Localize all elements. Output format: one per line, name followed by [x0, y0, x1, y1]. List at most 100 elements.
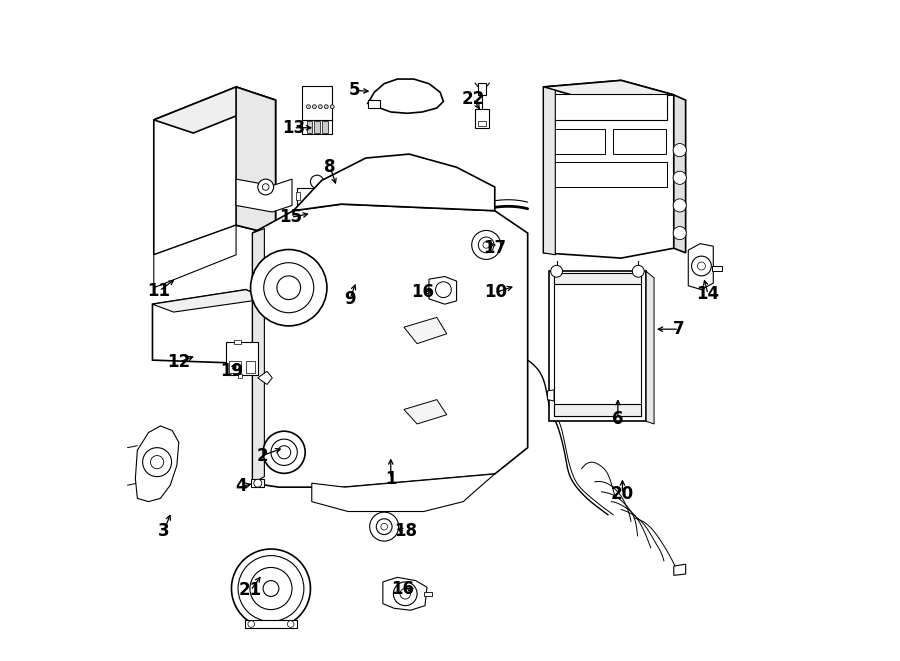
Circle shape: [142, 447, 172, 477]
Circle shape: [307, 104, 310, 108]
Circle shape: [691, 256, 711, 276]
Bar: [302, 86, 331, 120]
Polygon shape: [429, 276, 456, 304]
Circle shape: [376, 519, 392, 535]
Text: 15: 15: [279, 208, 302, 226]
Bar: [549, 271, 646, 421]
Circle shape: [287, 621, 294, 627]
Circle shape: [400, 588, 410, 599]
Polygon shape: [293, 154, 495, 211]
Circle shape: [277, 276, 301, 299]
Bar: [613, 129, 666, 154]
Circle shape: [248, 621, 255, 627]
Polygon shape: [154, 87, 275, 254]
Polygon shape: [674, 564, 686, 575]
Circle shape: [551, 265, 562, 277]
Text: 1: 1: [385, 469, 397, 488]
Circle shape: [633, 265, 644, 277]
Bar: [552, 129, 605, 154]
Text: 8: 8: [325, 158, 336, 176]
Circle shape: [673, 143, 687, 157]
Text: 9: 9: [344, 290, 356, 308]
Bar: [226, 342, 257, 375]
Bar: [554, 405, 641, 416]
Polygon shape: [544, 81, 674, 101]
Bar: [552, 94, 667, 120]
Polygon shape: [253, 204, 527, 487]
Text: 6: 6: [612, 410, 624, 428]
Text: 4: 4: [236, 477, 248, 496]
Polygon shape: [544, 87, 555, 254]
Polygon shape: [257, 371, 273, 385]
Bar: [245, 620, 297, 628]
Polygon shape: [547, 390, 554, 401]
Circle shape: [673, 199, 687, 212]
Bar: [424, 592, 432, 596]
Polygon shape: [236, 179, 292, 212]
Circle shape: [263, 580, 279, 596]
Text: 5: 5: [349, 81, 360, 99]
Circle shape: [263, 431, 305, 473]
Text: 16: 16: [411, 284, 434, 301]
Bar: [368, 100, 380, 108]
Bar: [478, 121, 486, 126]
Text: 14: 14: [697, 286, 720, 303]
Polygon shape: [544, 81, 674, 258]
Text: 7: 7: [673, 320, 685, 338]
Circle shape: [310, 175, 324, 188]
Polygon shape: [236, 87, 275, 235]
Circle shape: [238, 556, 304, 621]
Circle shape: [370, 512, 399, 541]
Circle shape: [254, 479, 262, 487]
Bar: [251, 479, 265, 487]
Bar: [322, 121, 328, 133]
Bar: [238, 374, 242, 378]
Bar: [307, 121, 311, 133]
Polygon shape: [404, 400, 446, 424]
Bar: [478, 83, 486, 95]
Polygon shape: [154, 87, 275, 133]
Polygon shape: [674, 95, 686, 253]
Bar: [234, 340, 240, 344]
Circle shape: [257, 179, 274, 195]
Polygon shape: [152, 290, 266, 312]
Circle shape: [264, 262, 314, 313]
Text: 17: 17: [483, 239, 507, 257]
Circle shape: [436, 282, 451, 297]
Bar: [712, 266, 722, 271]
Bar: [246, 361, 256, 373]
Bar: [554, 272, 641, 284]
Polygon shape: [504, 276, 522, 294]
Polygon shape: [152, 290, 266, 364]
Circle shape: [263, 184, 269, 190]
Text: 11: 11: [148, 282, 171, 300]
Polygon shape: [382, 577, 427, 610]
Bar: [554, 276, 641, 416]
Text: 16: 16: [392, 580, 414, 598]
Circle shape: [393, 582, 417, 605]
Circle shape: [673, 227, 687, 240]
Circle shape: [673, 171, 687, 184]
Bar: [552, 162, 667, 187]
Circle shape: [312, 104, 317, 108]
Bar: [300, 210, 327, 224]
Circle shape: [311, 219, 323, 231]
Text: 22: 22: [462, 90, 485, 108]
Polygon shape: [154, 225, 236, 288]
Text: 18: 18: [393, 522, 417, 540]
Bar: [327, 192, 330, 200]
Text: 3: 3: [158, 522, 169, 540]
Circle shape: [698, 262, 706, 270]
Circle shape: [472, 231, 500, 259]
Polygon shape: [253, 229, 265, 483]
Bar: [302, 120, 331, 134]
Circle shape: [250, 250, 327, 326]
Circle shape: [381, 524, 388, 530]
Circle shape: [478, 237, 494, 253]
Text: 2: 2: [256, 447, 268, 465]
Text: 21: 21: [239, 582, 262, 600]
Circle shape: [319, 104, 322, 108]
Text: 12: 12: [167, 353, 191, 371]
Polygon shape: [504, 294, 522, 311]
Polygon shape: [311, 474, 495, 512]
